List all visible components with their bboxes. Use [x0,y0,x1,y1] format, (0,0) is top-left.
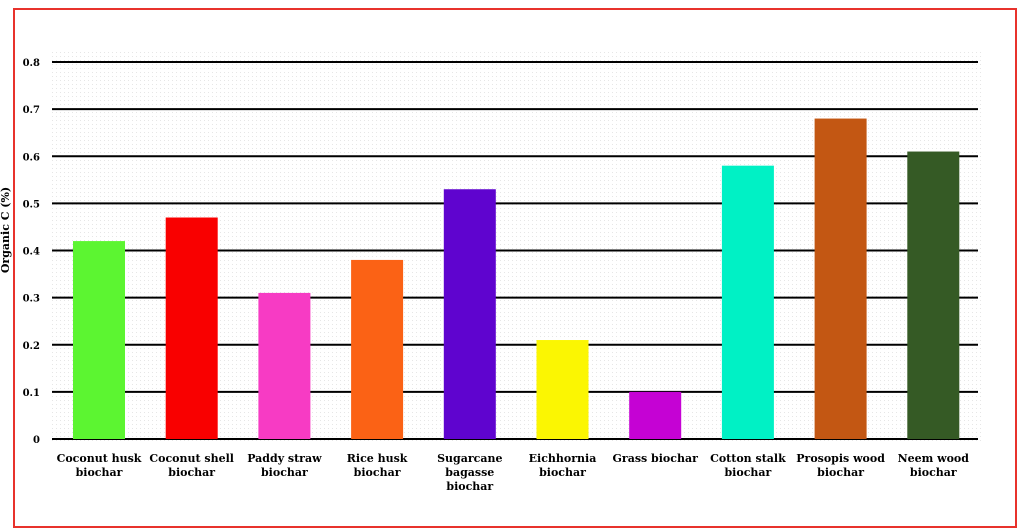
bar [165,217,218,439]
bar [814,118,867,440]
y-axis-ticks: 0 0.1 0.2 0.3 0.4 0.5 0.6 0.7 0.8 [23,58,40,446]
x-tick-label-line: biochar [168,466,215,479]
x-tick-label: Grass biochar [613,452,699,465]
y-tick-label: 0 [33,435,40,446]
chart-figure: 0 0.1 0.2 0.3 0.4 0.5 0.6 0.7 0.8 Coconut husk bi… [0,8,1017,528]
x-tick-label-line: Cotton stalk [710,452,786,465]
bar [907,151,960,439]
y-tick-label: 0.4 [23,247,40,258]
x-tick-label-line: biochar [539,466,586,479]
x-tick-label: Prosopis wood biochar [796,452,885,479]
x-tick-label-line: biochar [910,466,957,479]
y-tick-label: 0.6 [23,152,40,163]
bar [351,259,404,439]
bar [629,391,682,439]
y-tick-label: 0.3 [23,294,40,305]
x-tick-label: Coconut shell biochar [149,452,234,479]
x-tick-label: Rice husk biochar [347,452,408,479]
x-tick-label-line: Eichhornia [529,452,597,465]
x-tick-label-line: biochar [261,466,308,479]
bar [73,241,125,439]
x-tick-label: Sugarcane bagasse biochar [437,452,502,493]
y-tick-label: 0.1 [23,388,40,399]
x-tick-label-line: Coconut shell [149,452,234,465]
x-tick-label-line: Sugarcane [437,452,502,465]
y-tick-label: 0.5 [23,199,40,210]
bars [73,118,960,440]
x-tick-label-line: biochar [76,466,123,479]
x-tick-label-line: biochar [817,466,864,479]
x-tick-label: Cotton stalk biochar [710,452,786,479]
x-tick-label-line: biochar [446,480,493,493]
y-tick-label: 0.2 [23,341,40,352]
y-axis-label: Organic C (%) [0,187,12,273]
x-tick-label: Coconut husk biochar [57,452,142,479]
x-tick-label: Paddy straw biochar [247,452,322,479]
x-tick-label: Eichhornia biochar [529,452,597,479]
x-tick-label-line: bagasse [445,466,494,479]
x-tick-label-line: biochar [354,466,401,479]
x-tick-label-line: Coconut husk [57,452,142,465]
x-tick-label-line: Grass biochar [613,452,699,465]
bar [258,292,311,439]
y-tick-label: 0.8 [23,58,40,69]
x-tick-label-line: Paddy straw [247,452,322,465]
x-tick-label-line: biochar [724,466,771,479]
bar [443,189,496,439]
x-tick-label-line: Neem wood [898,452,970,465]
bar [721,165,774,440]
x-tick-label-line: Rice husk [347,452,408,465]
bar [536,340,589,439]
x-tick-label: Neem wood biochar [898,452,970,479]
bar-chart: 00.10.20.30.40.50.60.70.8 Coconut husk bi… [0,52,982,493]
y-tick-label: 0.7 [23,105,40,116]
x-tick-label-line: Prosopis wood [796,452,885,465]
